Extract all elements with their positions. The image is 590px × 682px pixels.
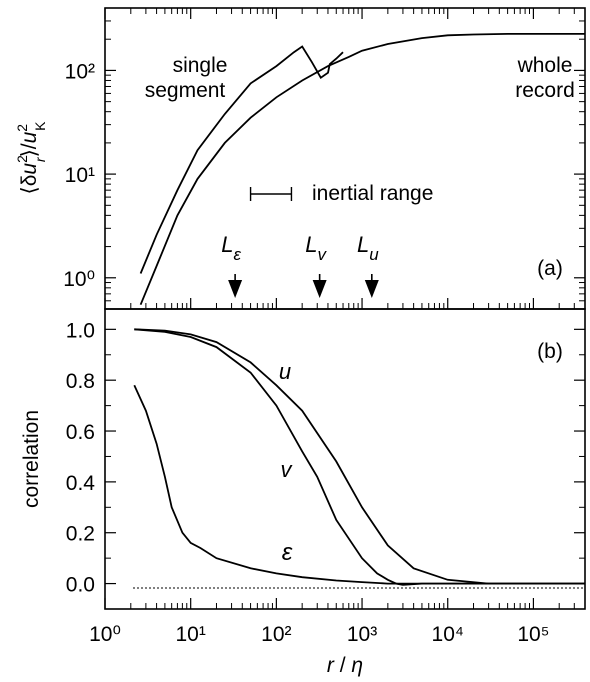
panel-b-ylabel: correlation	[20, 410, 43, 508]
yb-tick-label: 0.8	[66, 370, 95, 393]
x-axis-label: r / η	[327, 654, 363, 677]
x-tick-label: 10⁴	[432, 623, 464, 646]
panel-a-tag: (a)	[537, 257, 563, 280]
yb-tick-label: 0.4	[66, 472, 96, 495]
x-tick-label: 10¹	[176, 623, 206, 646]
ya-tick-label: 10²	[65, 60, 95, 83]
label-record: record	[515, 79, 575, 102]
ya-tick-label: 10⁰	[63, 268, 95, 291]
label-whole: whole	[517, 54, 573, 77]
inertial-range-label: inertial range	[312, 182, 433, 205]
yb-tick-label: 1.0	[66, 319, 95, 342]
curve-correlation-eps	[133, 384, 585, 585]
inertial-range-bar	[249, 187, 293, 201]
marker-arrow-head	[312, 280, 327, 298]
marker-arrow-head	[228, 280, 243, 298]
length-scale-markers: Lε Lv Lu	[221, 232, 379, 298]
curve-label-v: v	[281, 457, 294, 482]
marker-label: Lε	[221, 232, 241, 264]
ya-tick-label: 10¹	[65, 164, 95, 187]
panel-b-tag: (b)	[537, 340, 563, 363]
panel-b-frame	[104, 308, 586, 610]
curve-single-segment	[139, 45, 344, 274]
label-segment: segment	[145, 79, 226, 102]
marker-label: Lv	[305, 232, 327, 264]
curve-label-eps: ε	[282, 539, 293, 566]
curve-correlation-v	[134, 328, 585, 586]
axis-ticks	[104, 7, 586, 609]
x-tick-label: 10⁰	[89, 623, 121, 646]
panel-a-ylabel: ⟨δu2 r⟩/u2 K	[14, 121, 48, 195]
x-tick-label: 10²	[261, 623, 291, 646]
marker-label: Lu	[357, 232, 379, 264]
label-single: single	[173, 54, 228, 77]
curve-whole-record	[139, 33, 585, 306]
curves	[133, 33, 585, 586]
x-tick-label: 10⁵	[517, 623, 549, 646]
yb-tick-label: 0.0	[66, 574, 95, 597]
curve-label-u: u	[279, 359, 291, 384]
yb-tick-label: 0.2	[66, 523, 95, 546]
yb-tick-label: 0.6	[66, 421, 95, 444]
tick-labels: 10⁰ 10¹ 10² 10³ 10⁴ 10⁵ 10⁰ 10¹ 10² 0.0 0.2 0.4 0.6 0…	[63, 60, 549, 646]
marker-arrow-head	[364, 280, 379, 298]
x-tick-label: 10³	[347, 623, 377, 646]
curve-correlation-u	[134, 328, 585, 585]
